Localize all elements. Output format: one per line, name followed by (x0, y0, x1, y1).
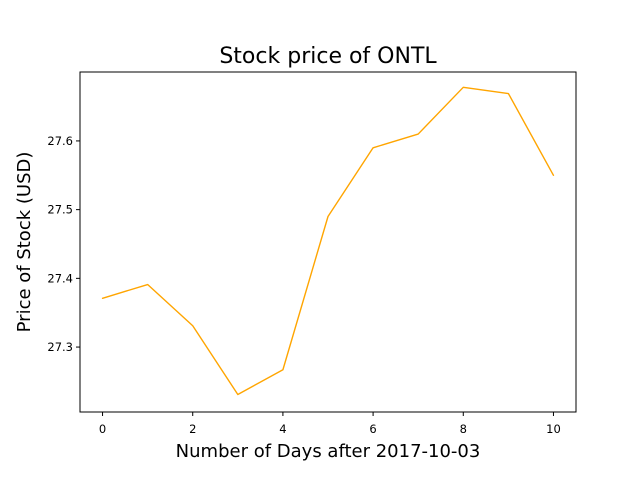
y-tick-label: 27.6 (47, 134, 73, 148)
y-tick-label: 27.5 (47, 203, 73, 217)
y-tick-label: 27.3 (47, 340, 73, 354)
x-tick-label: 10 (546, 422, 561, 436)
x-axis-ticks: 0 2 4 6 8 10 (99, 412, 561, 436)
x-tick-label: 4 (279, 422, 286, 436)
chart-title: Stock price of ONTL (219, 44, 437, 69)
series-layer (101, 86, 555, 396)
y-axis-ticks: 27.3 27.4 27.5 27.6 (47, 134, 80, 354)
series-line (101, 86, 555, 396)
y-tick-label: 27.4 (47, 271, 73, 285)
x-tick-label: 8 (460, 422, 467, 436)
y-axis-label: Price of Stock (USD) (14, 152, 35, 333)
x-tick-label: 6 (369, 422, 376, 436)
x-tick-label: 2 (189, 422, 196, 436)
x-axis-label: Number of Days after 2017-10-03 (176, 441, 481, 462)
plot-frame (79, 71, 577, 413)
x-tick-label: 0 (99, 422, 106, 436)
